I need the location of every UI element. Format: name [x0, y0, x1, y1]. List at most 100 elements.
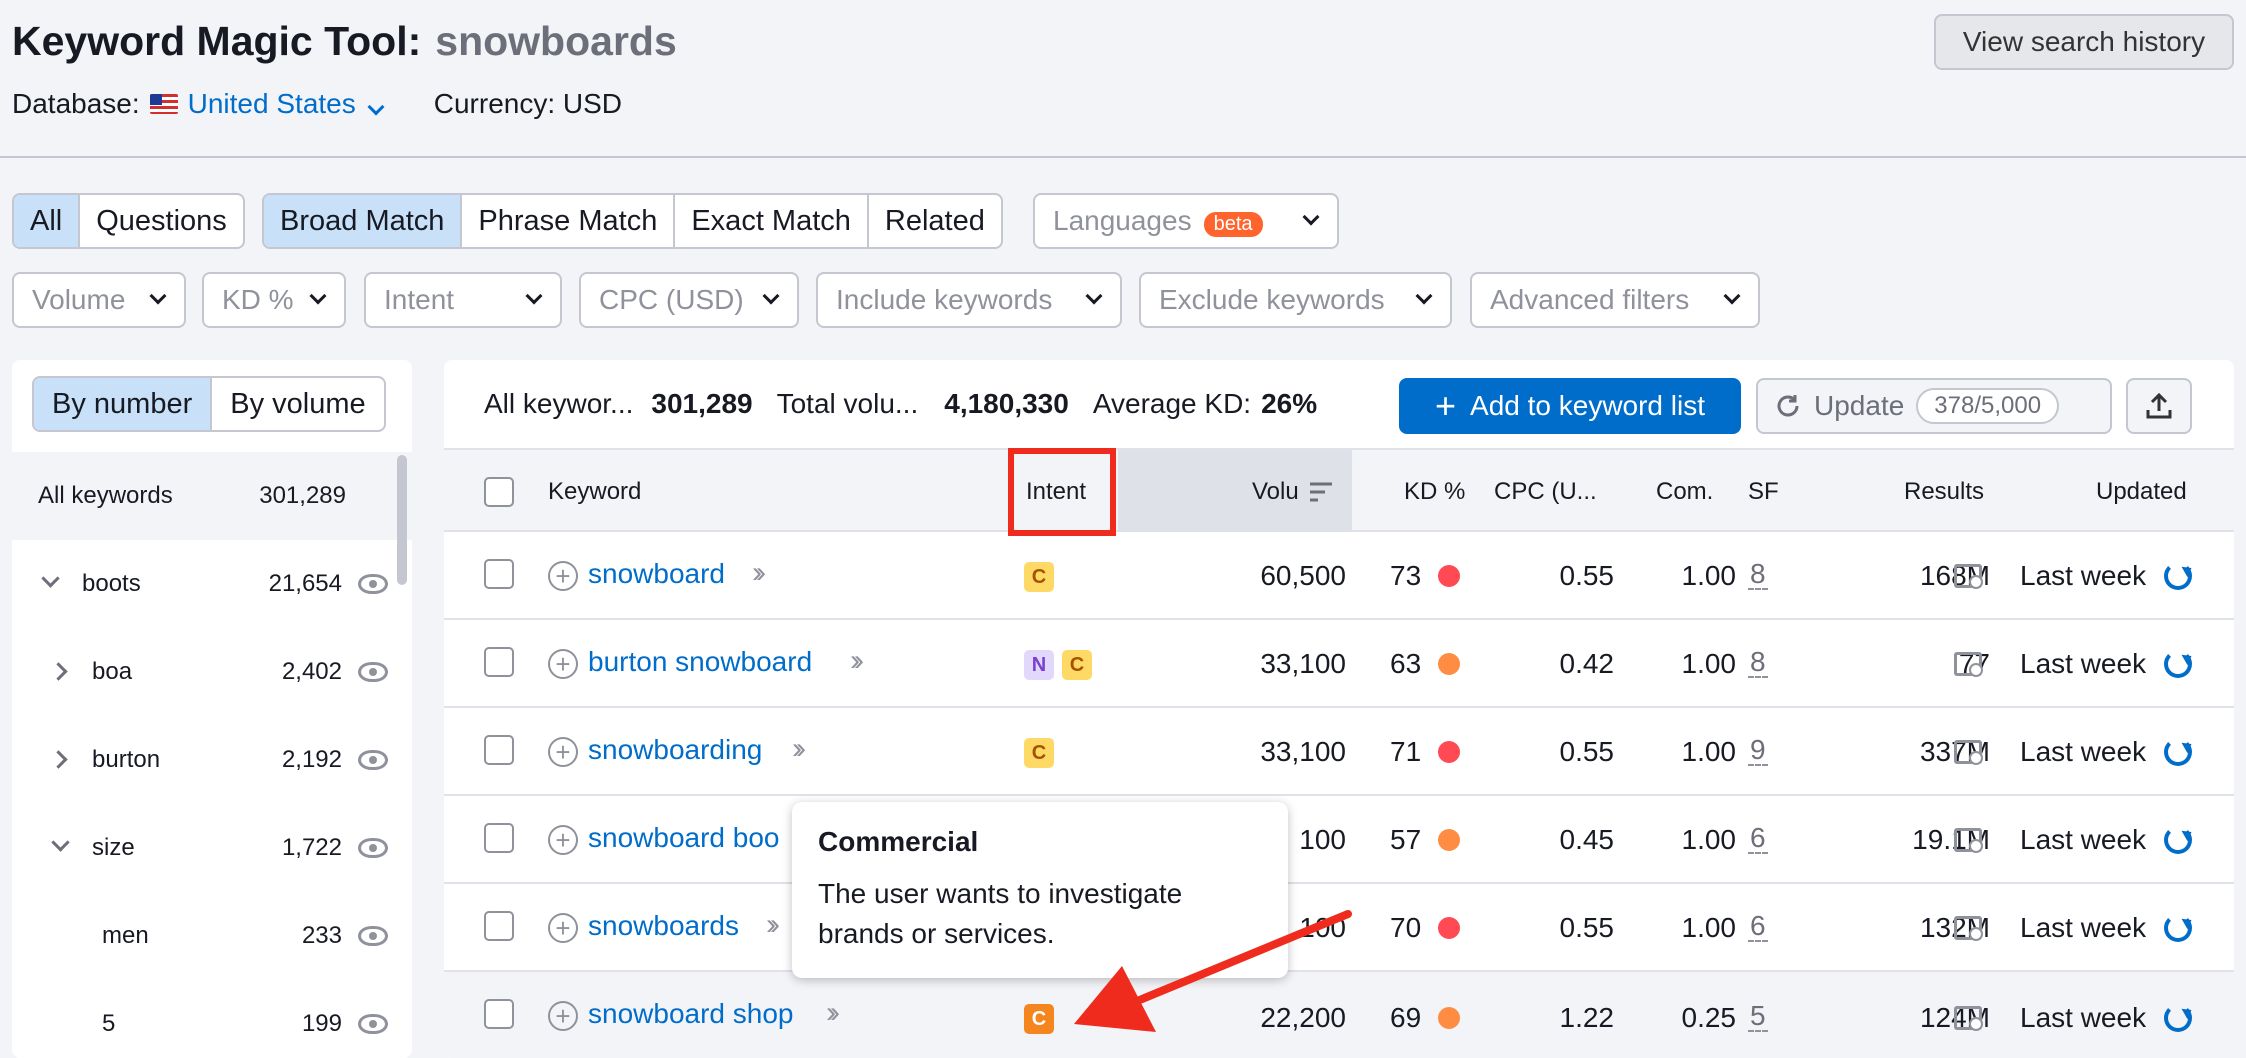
column-results[interactable]: Results: [1904, 478, 1985, 505]
intent-badge-commercial[interactable]: C: [1024, 738, 1054, 768]
tab-exact-match[interactable]: Exact Match: [675, 195, 869, 247]
add-keyword-icon[interactable]: +: [548, 649, 578, 679]
intent-badge-commercial[interactable]: C: [1062, 650, 1092, 680]
chevron-right-icon[interactable]: [49, 662, 68, 681]
view-search-history-button[interactable]: View search history: [1934, 14, 2234, 70]
row-checkbox[interactable]: [484, 999, 514, 1029]
refresh-icon[interactable]: [2164, 650, 2192, 678]
left-panel-scrollbar[interactable]: [397, 455, 407, 585]
chevron-down-icon[interactable]: [41, 569, 60, 588]
eye-icon[interactable]: [358, 662, 388, 682]
column-cpc[interactable]: CPC (U...: [1494, 478, 1597, 505]
row-checkbox[interactable]: [484, 823, 514, 853]
tab-related[interactable]: Related: [884, 204, 985, 237]
eye-icon[interactable]: [358, 838, 388, 858]
refresh-icon[interactable]: [2164, 826, 2192, 854]
double-chevron-icon[interactable]: ››: [792, 732, 806, 765]
keywords-table-panel: All keywor... 301,289 Total volu... 4,18…: [444, 360, 2234, 1058]
serp-icon[interactable]: [1954, 564, 1983, 589]
tab-phrase-match[interactable]: Phrase Match: [462, 195, 676, 247]
add-keyword-icon[interactable]: +: [548, 1001, 578, 1031]
row-checkbox[interactable]: [484, 559, 514, 589]
keyword-link[interactable]: snowboarding: [588, 734, 763, 765]
all-keywords-row[interactable]: All keywords 301,289: [12, 452, 412, 540]
column-sf[interactable]: SF: [1748, 478, 1779, 505]
column-volume[interactable]: Volu: [1252, 478, 1299, 505]
kd-filter[interactable]: KD %: [202, 272, 346, 328]
serp-icon[interactable]: [1954, 828, 1983, 853]
serp-features-count[interactable]: 9: [1748, 734, 1768, 766]
chevron-right-icon[interactable]: [49, 750, 68, 769]
keyword-link[interactable]: snowboard shop: [588, 998, 794, 1029]
double-chevron-icon[interactable]: ››: [826, 996, 840, 1029]
eye-icon[interactable]: [358, 574, 388, 594]
add-to-keyword-list-button[interactable]: + Add to keyword list: [1399, 378, 1741, 434]
select-all-checkbox[interactable]: [484, 477, 514, 507]
update-button[interactable]: Update 378/5,000: [1756, 378, 2112, 434]
row-checkbox[interactable]: [484, 647, 514, 677]
group-item[interactable]: boa 2,402: [12, 628, 412, 716]
group-item[interactable]: men 233: [12, 892, 412, 980]
exclude-keywords-filter[interactable]: Exclude keywords: [1139, 272, 1452, 328]
sort-descending-icon[interactable]: [1308, 480, 1334, 504]
intent-badge-commercial[interactable]: C: [1024, 562, 1054, 592]
database-selector[interactable]: United States: [188, 88, 388, 120]
intent-filter[interactable]: Intent: [364, 272, 562, 328]
group-item[interactable]: 5 199: [12, 980, 412, 1058]
advanced-filters[interactable]: Advanced filters: [1470, 272, 1760, 328]
column-intent[interactable]: Intent: [1026, 478, 1087, 505]
refresh-icon[interactable]: [2164, 562, 2192, 590]
languages-dropdown[interactable]: Languages beta: [1033, 193, 1339, 249]
group-item[interactable]: boots 21,654: [12, 540, 412, 628]
include-keywords-filter[interactable]: Include keywords: [816, 272, 1122, 328]
add-keyword-icon[interactable]: +: [548, 561, 578, 591]
refresh-icon[interactable]: [2164, 738, 2192, 766]
column-keyword[interactable]: Keyword: [548, 478, 642, 505]
group-item[interactable]: size 1,722: [12, 804, 412, 892]
double-chevron-icon[interactable]: ››: [766, 908, 780, 941]
tab-all[interactable]: All: [14, 195, 81, 247]
tab-questions[interactable]: Questions: [96, 204, 227, 237]
keyword-link[interactable]: snowboard: [588, 558, 725, 589]
cpc-filter[interactable]: CPC (USD): [579, 272, 799, 328]
serp-features-count[interactable]: 8: [1748, 646, 1768, 678]
database-value[interactable]: United States: [187, 88, 356, 119]
serp-icon[interactable]: [1954, 916, 1983, 941]
volume-filter[interactable]: Volume: [12, 272, 186, 328]
intent-badge-navigational[interactable]: N: [1024, 650, 1054, 680]
double-chevron-icon[interactable]: ››: [850, 644, 864, 677]
intent-badge-commercial[interactable]: C: [1024, 1004, 1054, 1034]
keyword-link[interactable]: snowboard boo: [588, 822, 780, 853]
serp-features-count[interactable]: 6: [1748, 822, 1768, 854]
add-keyword-icon[interactable]: +: [548, 913, 578, 943]
eye-icon[interactable]: [358, 926, 388, 946]
serp-features-count[interactable]: 5: [1748, 1000, 1768, 1032]
add-keyword-icon[interactable]: +: [548, 825, 578, 855]
serp-features-count[interactable]: 8: [1748, 558, 1768, 590]
column-updated[interactable]: Updated: [2096, 478, 2187, 505]
serp-icon[interactable]: [1954, 740, 1983, 765]
tab-by-volume[interactable]: By volume: [230, 387, 366, 420]
row-checkbox[interactable]: [484, 911, 514, 941]
eye-icon[interactable]: [358, 750, 388, 770]
export-button[interactable]: [2126, 378, 2192, 434]
chevron-down-icon[interactable]: [367, 98, 385, 116]
eye-icon[interactable]: [358, 1014, 388, 1034]
group-item[interactable]: burton 2,192: [12, 716, 412, 804]
column-competition[interactable]: Com.: [1656, 478, 1714, 505]
row-checkbox[interactable]: [484, 735, 514, 765]
chevron-down-icon[interactable]: [51, 833, 70, 852]
tab-broad-match[interactable]: Broad Match: [264, 195, 463, 247]
serp-icon[interactable]: [1954, 1006, 1983, 1031]
refresh-icon[interactable]: [2164, 914, 2192, 942]
keyword-link[interactable]: burton snowboard: [588, 646, 813, 677]
double-chevron-icon[interactable]: ››: [752, 556, 766, 589]
refresh-icon[interactable]: [2164, 1004, 2192, 1032]
column-kd[interactable]: KD %: [1404, 478, 1466, 505]
serp-icon[interactable]: [1954, 652, 1983, 677]
serp-features-count[interactable]: 6: [1748, 910, 1768, 942]
keyword-link[interactable]: snowboards: [588, 910, 739, 941]
tab-by-number[interactable]: By number: [34, 378, 213, 430]
add-keyword-icon[interactable]: +: [548, 737, 578, 767]
competition-value: 1.00: [1681, 648, 1737, 679]
